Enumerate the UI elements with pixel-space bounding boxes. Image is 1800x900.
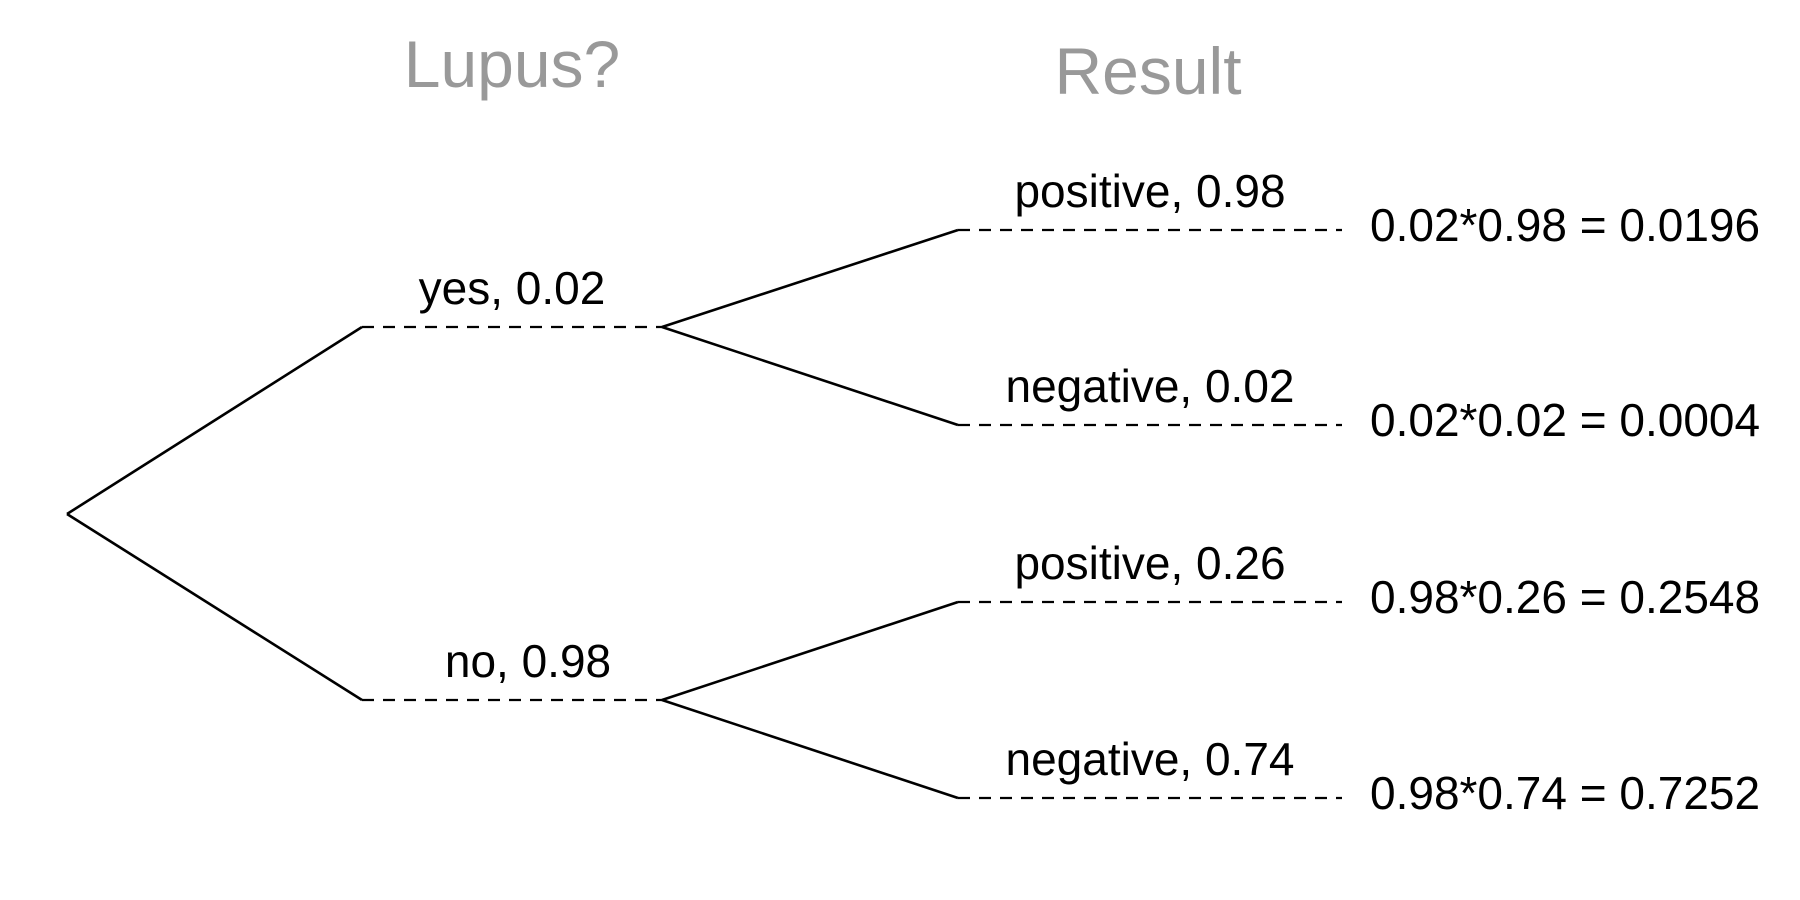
branch-no-to-negative [661,698,959,800]
branch-label-yes: yes, 0.02 [419,262,606,314]
joint-probability-yes-negative: 0.02*0.02 = 0.0004 [1370,394,1760,446]
branch-yes-to-positive [661,228,959,329]
branch-label-no: no, 0.98 [445,635,611,687]
branch-label-no-negative: negative, 0.74 [1005,733,1294,785]
header-result: Result [1054,34,1241,108]
joint-probability-yes-positive: 0.02*0.98 = 0.0196 [1370,199,1760,251]
branch-no-to-positive [661,600,959,702]
branch-root-to-no [66,512,363,702]
header-lupus: Lupus? [404,27,621,101]
branch-label-yes-positive: positive, 0.98 [1014,165,1285,217]
joint-probability-no-negative: 0.98*0.74 = 0.7252 [1370,767,1760,819]
joint-probability-no-positive: 0.98*0.26 = 0.2548 [1370,571,1760,623]
branch-label-no-positive: positive, 0.26 [1014,537,1285,589]
branch-yes-to-negative [661,325,959,427]
branch-label-yes-negative: negative, 0.02 [1005,360,1294,412]
branch-root-to-yes [66,325,363,516]
